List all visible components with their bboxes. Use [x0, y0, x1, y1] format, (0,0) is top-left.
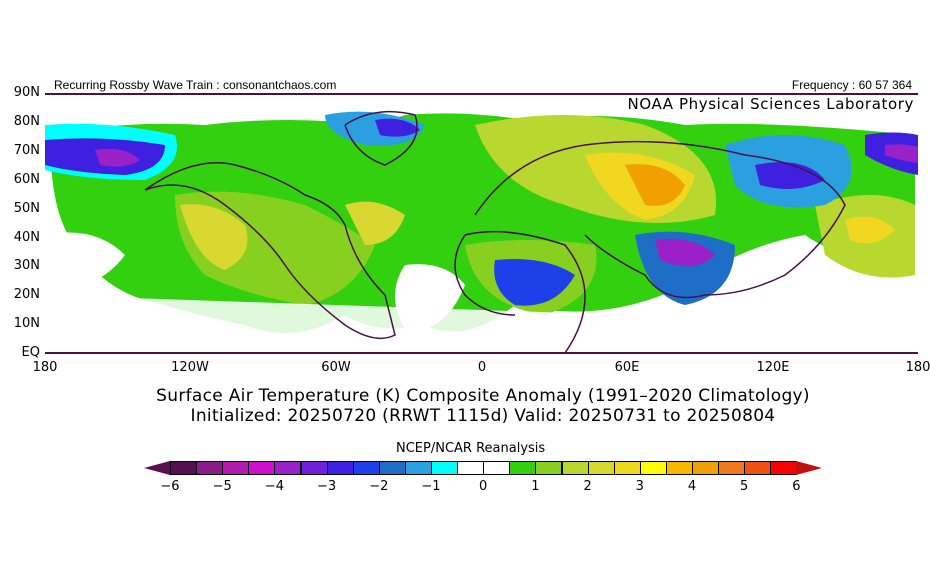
- colorbar-box: [483, 461, 511, 475]
- lat-label: EQ: [21, 345, 40, 360]
- lat-label: 50N: [13, 201, 40, 216]
- colorbar-box: [692, 461, 720, 475]
- lat-label: 90N: [13, 85, 40, 100]
- colorbar-high-arrow: [796, 461, 823, 475]
- colorbar-box: [170, 461, 198, 475]
- colorbar-box: [457, 461, 485, 475]
- colorbar-tick-label: 5: [740, 479, 749, 494]
- bottom-border: [45, 352, 918, 354]
- lat-label: 10N: [13, 316, 40, 331]
- lat-label: 20N: [13, 287, 40, 302]
- colorbar-box: [587, 461, 615, 475]
- colorbar-tick-label: −3: [317, 479, 337, 494]
- map-subtitle: Initialized: 20250720 (RRWT 1115d) Valid…: [190, 406, 776, 426]
- colorbar-box: [639, 461, 667, 475]
- colorbar-box: [274, 461, 302, 475]
- colorbar-tick-label: 1: [531, 479, 540, 494]
- lat-label: 70N: [13, 143, 40, 158]
- colorbar-box: [431, 461, 459, 475]
- colorbar-box: [352, 461, 380, 475]
- colorbar-tick-label: 4: [687, 479, 697, 494]
- colorbar-box: [561, 461, 589, 475]
- colorbar-box: [326, 461, 354, 475]
- colorbar-box: [378, 461, 406, 475]
- colorbar-tick-label: 3: [635, 479, 644, 494]
- colorbar-tick-label: 0: [479, 479, 488, 494]
- colorbar-tick-label: −2: [369, 479, 389, 494]
- colorbar-tick-label: −6: [160, 479, 180, 494]
- colorbar-box: [744, 461, 772, 475]
- colorbar-box: [613, 461, 641, 475]
- lat-label: 80N: [13, 114, 40, 129]
- lat-label: 30N: [13, 258, 40, 273]
- lon-label: 60E: [614, 360, 640, 375]
- lon-label: 120W: [171, 360, 209, 375]
- colorbar-low-arrow: [144, 461, 170, 475]
- colorbar-box: [196, 461, 224, 475]
- lon-label: 60W: [321, 360, 351, 375]
- colorbar-box: [404, 461, 432, 475]
- colorbar-box: [300, 461, 328, 475]
- colorbar-tick-label: 2: [583, 479, 592, 494]
- lat-label: 60N: [13, 172, 40, 187]
- lab-label: NOAA Physical Sciences Laboratory: [627, 95, 914, 113]
- colorbar-box: [770, 461, 798, 475]
- colorbar-box: [222, 461, 250, 475]
- colorbar-box: [248, 461, 276, 475]
- lat-label: 40N: [13, 230, 40, 245]
- colorbar-box: [665, 461, 693, 475]
- colorbar-label: NCEP/NCAR Reanalysis: [396, 441, 546, 456]
- temperature-anomaly-map: [45, 110, 918, 353]
- anomaly-fill: [45, 111, 918, 353]
- colorbar-box: [535, 461, 563, 475]
- coastlines: [144, 110, 846, 353]
- colorbar-tick-label: −4: [264, 479, 284, 494]
- map-title: Surface Air Temperature (K) Composite An…: [156, 386, 810, 406]
- header-frequency: Frequency : 60 57 364: [791, 78, 912, 92]
- colorbar-tick-label: −5: [212, 479, 232, 494]
- top-border: [45, 93, 918, 95]
- colorbar-tick-label: −1: [421, 479, 441, 494]
- lon-label: 120E: [756, 360, 790, 375]
- colorbar-tick-label: 6: [792, 479, 801, 494]
- colorbar-box: [718, 461, 746, 475]
- header-source: Recurring Rossby Wave Train : consonantc…: [54, 78, 337, 92]
- lon-label: 0: [477, 360, 487, 375]
- lon-label: 180: [32, 360, 58, 375]
- colorbar-box: [509, 461, 537, 475]
- lon-label: 180: [905, 360, 930, 375]
